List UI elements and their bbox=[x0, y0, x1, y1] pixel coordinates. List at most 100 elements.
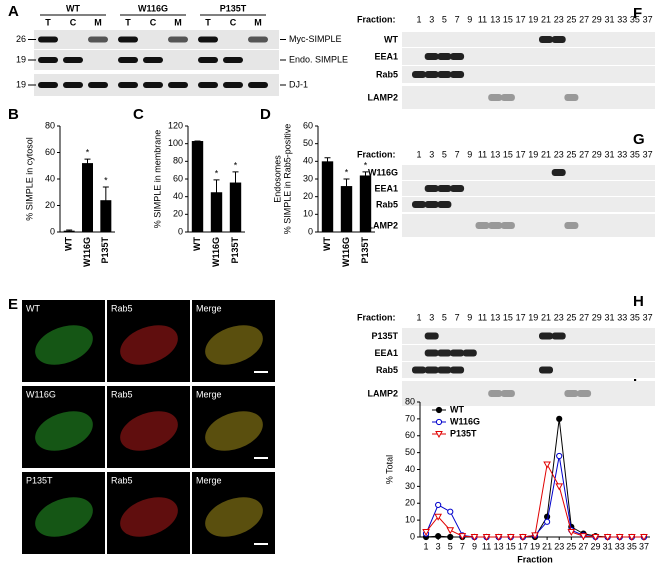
band bbox=[450, 349, 465, 357]
y-axis-title: % SIMPLE in cytosol bbox=[24, 137, 34, 221]
fraction-number: 31 bbox=[604, 312, 614, 322]
significance-mark: * bbox=[215, 168, 219, 178]
error-bar bbox=[232, 171, 239, 194]
lane-label: T bbox=[125, 17, 131, 27]
x-tick-label: 37 bbox=[639, 541, 649, 551]
lane-label: M bbox=[254, 17, 262, 27]
point bbox=[446, 527, 455, 535]
y-tick-label: 10 bbox=[303, 209, 313, 219]
band bbox=[424, 71, 439, 78]
y-axis-title: % Total bbox=[384, 455, 394, 484]
legend-label: WT bbox=[450, 404, 464, 414]
band bbox=[539, 332, 553, 340]
blot-row-label: Rab5 bbox=[376, 199, 398, 209]
fraction-number: 7 bbox=[455, 149, 460, 159]
significance-mark: * bbox=[86, 148, 90, 158]
fraction-number: 23 bbox=[554, 312, 564, 322]
bar bbox=[191, 141, 204, 232]
cell-signal bbox=[35, 411, 93, 451]
band bbox=[424, 185, 439, 192]
y-tick-label: 20 bbox=[405, 498, 415, 508]
band bbox=[437, 185, 452, 192]
band bbox=[488, 222, 503, 229]
fraction-number: 17 bbox=[516, 312, 526, 322]
x-tick-label: 21 bbox=[542, 541, 552, 551]
fraction-number: 9 bbox=[467, 14, 472, 24]
fraction-number: 35 bbox=[630, 149, 640, 159]
y-tick-label: 10 bbox=[405, 515, 415, 525]
blot-row-label: EEA1 bbox=[374, 183, 398, 193]
group-label: P135T bbox=[220, 3, 247, 13]
x-tick-label: 11 bbox=[482, 541, 491, 551]
bar bbox=[321, 161, 334, 232]
point bbox=[506, 534, 515, 542]
band-label: Myc-SIMPLE bbox=[289, 34, 342, 44]
channel-label: Rab5 bbox=[111, 475, 133, 485]
point bbox=[627, 534, 636, 542]
band bbox=[500, 390, 515, 397]
band bbox=[412, 71, 426, 78]
band bbox=[38, 36, 58, 43]
x-tick-label: W116G bbox=[211, 237, 221, 267]
y-tick-label: 80 bbox=[173, 156, 183, 166]
band bbox=[564, 222, 579, 229]
point bbox=[555, 483, 564, 491]
fraction-number: 37 bbox=[643, 312, 653, 322]
x-tick-label: P135T bbox=[100, 237, 110, 264]
x-tick-label: 27 bbox=[578, 541, 588, 551]
x-tick-label: 7 bbox=[460, 541, 465, 551]
fraction-number: 33 bbox=[617, 14, 627, 24]
x-tick-label: 19 bbox=[530, 541, 540, 551]
x-tick-label: 15 bbox=[506, 541, 516, 551]
bar bbox=[210, 192, 223, 232]
band bbox=[475, 222, 490, 229]
point bbox=[544, 518, 551, 525]
significance-mark: * bbox=[234, 160, 238, 170]
band bbox=[198, 36, 218, 43]
y-tick-label: 20 bbox=[45, 200, 55, 210]
cell-signal bbox=[120, 497, 178, 537]
x-tick-label: 23 bbox=[554, 541, 564, 551]
blot-row-label: EEA1 bbox=[374, 348, 398, 358]
cell-signal bbox=[120, 325, 178, 365]
fraction-number: 13 bbox=[490, 312, 500, 322]
band bbox=[88, 82, 108, 88]
fraction-number: 21 bbox=[541, 14, 551, 24]
point bbox=[435, 501, 442, 509]
channel-label: P135T bbox=[26, 475, 53, 485]
band bbox=[488, 94, 503, 101]
blot-row-label: EEA1 bbox=[374, 51, 398, 61]
fraction-header: Fraction: bbox=[357, 149, 396, 159]
point bbox=[519, 534, 527, 542]
mw-marker: 19 bbox=[16, 54, 26, 64]
micrograph bbox=[22, 472, 105, 554]
lane-label: M bbox=[174, 17, 182, 27]
fraction-number: 35 bbox=[630, 14, 640, 24]
band bbox=[168, 36, 188, 43]
fraction-number: 9 bbox=[467, 312, 472, 322]
x-tick-label: 5 bbox=[448, 541, 453, 551]
panel-label: C bbox=[133, 106, 144, 123]
band bbox=[437, 71, 452, 78]
x-tick-label: 31 bbox=[603, 541, 613, 551]
blot-row-label: LAMP2 bbox=[367, 220, 398, 230]
x-tick-label: 17 bbox=[518, 541, 528, 551]
panel-label: B bbox=[8, 106, 19, 123]
fraction-number: 11 bbox=[478, 14, 487, 24]
blot-strip bbox=[402, 66, 655, 83]
fraction-number: 25 bbox=[566, 312, 576, 322]
band bbox=[198, 57, 218, 63]
fraction-number: 37 bbox=[643, 149, 653, 159]
blot-strip bbox=[402, 362, 655, 378]
lane-label: T bbox=[45, 17, 51, 27]
fraction-number: 33 bbox=[617, 149, 627, 159]
band bbox=[118, 82, 138, 88]
blot-row-label: LAMP2 bbox=[367, 388, 398, 398]
fraction-header: Fraction: bbox=[357, 14, 396, 24]
fraction-header: Fraction: bbox=[357, 312, 396, 322]
point bbox=[447, 508, 454, 515]
fraction-number: 19 bbox=[528, 149, 538, 159]
fraction-number: 27 bbox=[579, 312, 589, 322]
group-label: WT bbox=[66, 3, 80, 13]
y-tick-label: 100 bbox=[168, 138, 183, 148]
